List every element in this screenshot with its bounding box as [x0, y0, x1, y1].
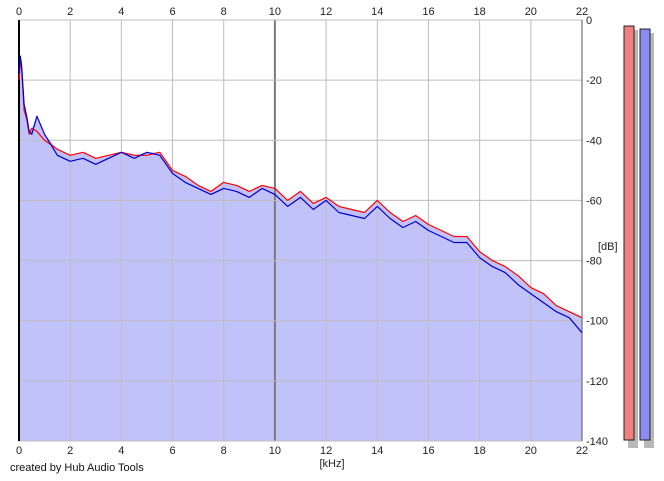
y-axis-label: [dB]: [598, 241, 618, 253]
x-tick-label-top: 4: [118, 6, 124, 18]
x-tick-label-bottom: 12: [320, 445, 332, 457]
spectrum-fill: [19, 56, 582, 441]
y-tick-label: 0: [586, 15, 592, 27]
x-tick-label-bottom: 8: [221, 445, 227, 457]
x-tick-label-bottom: 2: [67, 445, 73, 457]
spectrum-fill-area: [19, 56, 582, 441]
credit-text: created by Hub Audio Tools: [10, 462, 144, 474]
level-meters: [623, 25, 654, 449]
chart-grid: [18, 19, 583, 442]
x-axis-top-ticks: 0 2 4 6 8 10 12 14 16 18 20 22: [16, 6, 588, 18]
x-tick-label-bottom: 0: [16, 445, 22, 457]
level-meter-bar: [639, 28, 651, 441]
x-tick-label-top: 22: [576, 6, 588, 18]
x-tick-label-top: 0: [16, 6, 22, 18]
y-tick-label: -100: [586, 316, 608, 328]
x-axis-bottom-ticks: 0 2 4 6 8 10 12 14 16 18 20 22: [16, 445, 588, 457]
x-tick-label-bottom: 14: [371, 445, 383, 457]
x-tick-label-bottom: 10: [269, 445, 281, 457]
y-tick-label: -40: [586, 135, 602, 147]
y-tick-label: -80: [586, 256, 602, 268]
x-tick-label-bottom: 18: [474, 445, 486, 457]
x-tick-label-top: 18: [474, 6, 486, 18]
y-tick-label: -60: [586, 195, 602, 207]
x-tick-label-bottom: 20: [525, 445, 537, 457]
series-line: [18, 61, 583, 319]
series-layer: [18, 55, 583, 334]
x-tick-label-bottom: 22: [576, 445, 588, 457]
y-tick-label: -20: [586, 75, 602, 87]
x-tick-label-top: 6: [169, 6, 175, 18]
x-tick-label-top: 16: [422, 6, 434, 18]
level-meter-bar: [623, 25, 635, 441]
x-tick-label-bottom: 4: [118, 445, 124, 457]
x-tick-label-bottom: 16: [422, 445, 434, 457]
x-tick-label-top: 2: [67, 6, 73, 18]
y-tick-label: -140: [586, 436, 608, 448]
x-tick-label-top: 8: [221, 6, 227, 18]
x-axis-label: [kHz]: [319, 458, 344, 470]
x-tick-label-top: 12: [320, 6, 332, 18]
x-tick-label-top: 10: [269, 6, 281, 18]
x-tick-label-top: 14: [371, 6, 383, 18]
x-tick-label-bottom: 6: [169, 445, 175, 457]
x-tick-label-top: 20: [525, 6, 537, 18]
y-tick-label: -120: [586, 376, 608, 388]
y-axis-right-ticks: 0 -20 -40 -60 -80 -100 -120 -140: [586, 15, 608, 448]
series-line: [18, 55, 583, 334]
